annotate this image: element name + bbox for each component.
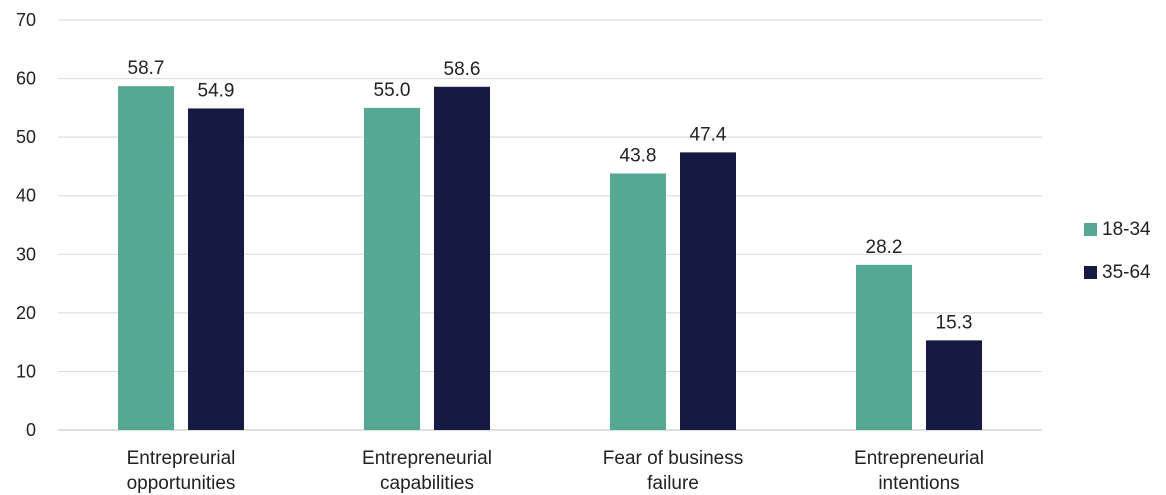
x-category-label: Entrepreneurial	[854, 448, 984, 469]
data-labels: 58.7 55.0 43.8 28.2 54.9 58.6 47.4 15.3	[128, 58, 973, 333]
data-label: 58.7	[128, 58, 165, 79]
x-category-label: Fear of business	[603, 448, 743, 469]
y-axis: 0 10 20 30 40 50 60 70	[16, 10, 36, 440]
bars	[118, 86, 982, 431]
data-label: 58.6	[444, 59, 481, 80]
bar-18-34-0	[118, 86, 174, 430]
bar-18-34-2	[610, 173, 666, 430]
data-label: 54.9	[198, 80, 235, 101]
y-tick-label: 50	[16, 127, 36, 147]
y-tick-label: 30	[16, 244, 36, 264]
bar-35-64-1	[434, 86, 490, 431]
legend-label: 18-34	[1102, 219, 1151, 240]
legend-swatch	[1084, 223, 1097, 236]
y-tick-label: 70	[16, 10, 36, 30]
data-label: 15.3	[936, 312, 973, 333]
bar-18-34-1	[364, 107, 420, 430]
legend-label: 35-64	[1102, 262, 1151, 283]
y-tick-label: 20	[16, 303, 36, 323]
legend: 18-34 35-64	[1084, 219, 1151, 283]
bar-18-34-3	[856, 264, 912, 430]
legend-swatch	[1084, 266, 1097, 279]
data-label: 55.0	[374, 80, 411, 101]
y-tick-label: 10	[16, 361, 36, 381]
x-category-label: opportunities	[127, 473, 236, 494]
y-tick-label: 60	[16, 69, 36, 89]
data-label: 47.4	[690, 124, 727, 145]
x-category-label: capabilities	[380, 473, 474, 494]
bar-35-64-2	[680, 152, 736, 430]
y-tick-label: 0	[26, 420, 36, 440]
y-tick-label: 40	[16, 186, 36, 206]
data-label: 43.8	[620, 145, 657, 166]
x-category-label: intentions	[878, 473, 959, 494]
x-category-label: Entrepreneurial	[362, 448, 492, 469]
bar-35-64-0	[188, 108, 244, 430]
x-category-label: failure	[647, 473, 699, 494]
x-axis: Entrepreurial opportunities Entrepreneuria…	[127, 448, 984, 494]
bar-35-64-3	[926, 340, 982, 430]
x-category-label: Entrepreurial	[127, 448, 236, 469]
data-label: 28.2	[866, 237, 903, 258]
